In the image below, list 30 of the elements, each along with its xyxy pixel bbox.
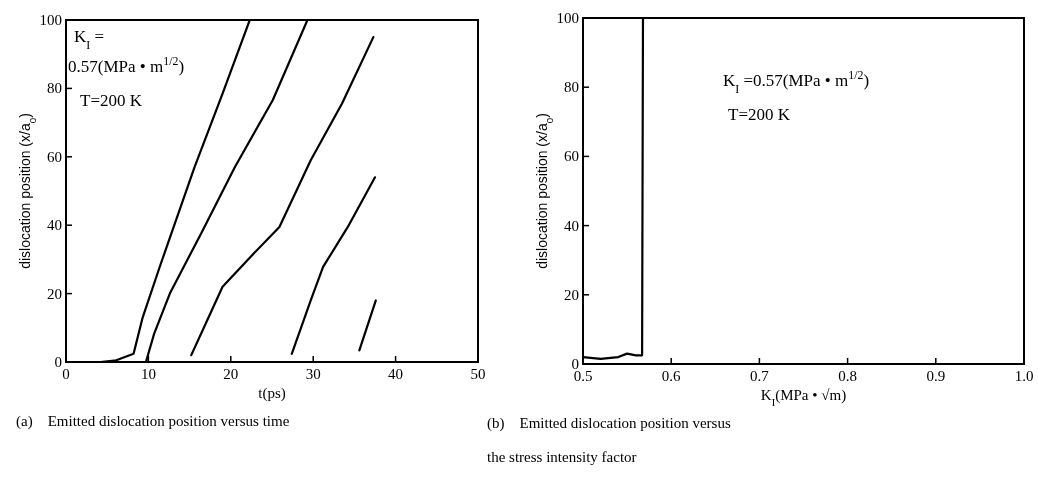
y-tick-label: 80: [564, 79, 579, 96]
y-tick-label: 20: [564, 286, 579, 303]
y-tick-label: 40: [564, 217, 579, 234]
annotation: T=200 K: [728, 105, 791, 124]
y-tick-label: 60: [564, 148, 579, 165]
x-tick-label: 0.7: [750, 368, 770, 384]
y-tick-label: 40: [47, 217, 62, 234]
chart-title: (b) Emitted dislocation position versus the stress intensity factor: [487, 415, 731, 465]
annotation: K$_{I}$ =: [74, 27, 105, 52]
annotation: K$_{I}$ =0.57(MPa • m$^{1/2}$): [723, 68, 870, 96]
x-axis-title: t(ps): [258, 385, 286, 402]
annotation: T=200 K: [80, 91, 143, 110]
x-tick-label: 10: [140, 366, 156, 382]
x-tick-label: 20: [223, 366, 239, 382]
x-axis-title: K$_{I}$(MPa • √m): [760, 387, 847, 408]
y-tick-label: 0: [54, 354, 62, 370]
y-tick-label: 20: [47, 285, 62, 302]
x-tick-label: 0.6: [661, 368, 682, 384]
x-tick-label: 1.0: [1014, 368, 1034, 384]
x-tick-label: 40: [388, 366, 404, 382]
y-tick-label: 100: [556, 10, 579, 26]
x-tick-label: 30: [305, 366, 321, 382]
x-tick-label: 50: [470, 366, 486, 382]
y-tick-label: 80: [47, 80, 62, 97]
annotation: 0.57(MPa • m$^{1/2}$): [68, 54, 185, 76]
text: (a) Emitted dislocation position versus time: [16, 413, 290, 430]
x-tick-label: 0.8: [838, 368, 857, 384]
x-tick-label: 0.9: [926, 368, 946, 384]
y-tick-label: 100: [39, 12, 62, 28]
y-tick-label: 60: [47, 148, 62, 165]
